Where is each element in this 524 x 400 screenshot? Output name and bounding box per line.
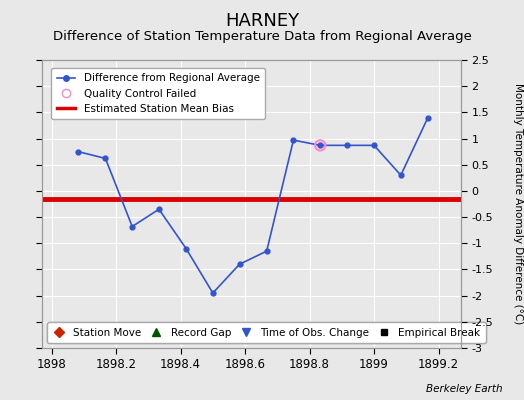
Text: Difference of Station Temperature Data from Regional Average: Difference of Station Temperature Data f…: [52, 30, 472, 43]
Point: [316, 142, 324, 148]
Text: Berkeley Earth: Berkeley Earth: [427, 384, 503, 394]
Legend: Station Move, Record Gap, Time of Obs. Change, Empirical Break: Station Move, Record Gap, Time of Obs. C…: [47, 322, 486, 343]
Y-axis label: Monthly Temperature Anomaly Difference (°C): Monthly Temperature Anomaly Difference (…: [512, 83, 523, 325]
Text: HARNEY: HARNEY: [225, 12, 299, 30]
